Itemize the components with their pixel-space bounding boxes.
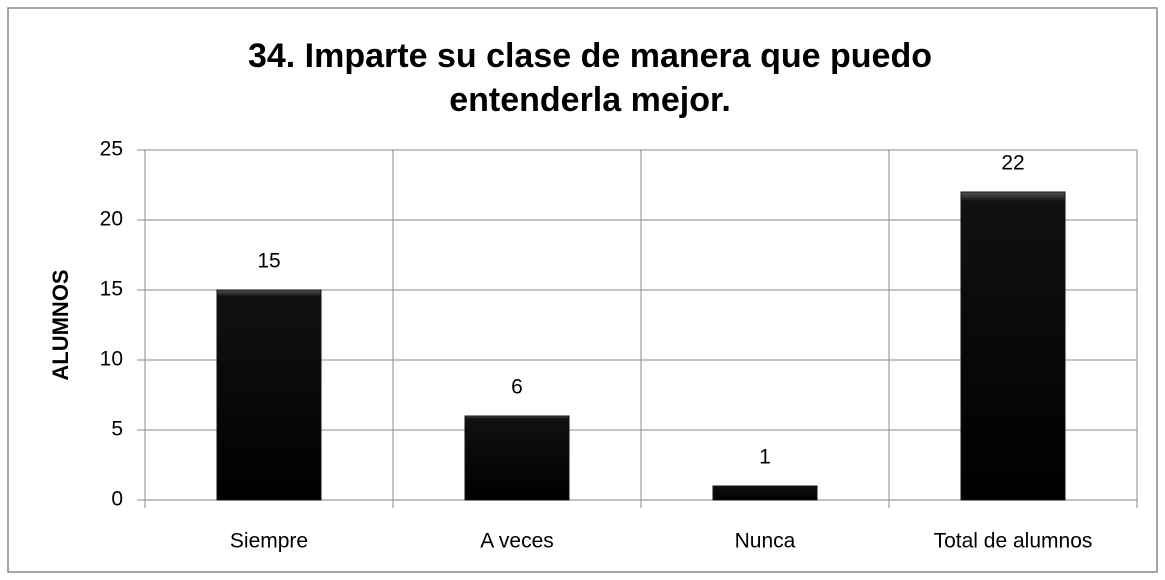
bar (464, 415, 570, 501)
x-tick-label: Total de alumnos (934, 530, 1093, 553)
data-label: 22 (1001, 152, 1024, 175)
bar (960, 191, 1066, 501)
bar (216, 289, 322, 501)
x-tick-label: Siempre (230, 530, 308, 553)
chart-title: 34. Imparte su clase de manera que puedo… (247, 37, 933, 119)
y-tick-label: 0 (111, 488, 123, 511)
y-tick-label: 20 (100, 208, 123, 231)
data-label: 1 (759, 446, 771, 469)
x-tick-label: A veces (480, 530, 554, 553)
y-tick-label: 25 (100, 138, 123, 161)
bar (712, 485, 818, 501)
y-axis-label: ALUMNOS (48, 269, 73, 380)
y-tick-label: 10 (100, 348, 123, 371)
y-tick-label: 15 (100, 278, 123, 301)
data-label: 6 (511, 376, 523, 399)
y-tick-label: 5 (111, 418, 123, 441)
data-label: 15 (257, 250, 280, 273)
x-tick-label: Nunca (735, 530, 796, 553)
